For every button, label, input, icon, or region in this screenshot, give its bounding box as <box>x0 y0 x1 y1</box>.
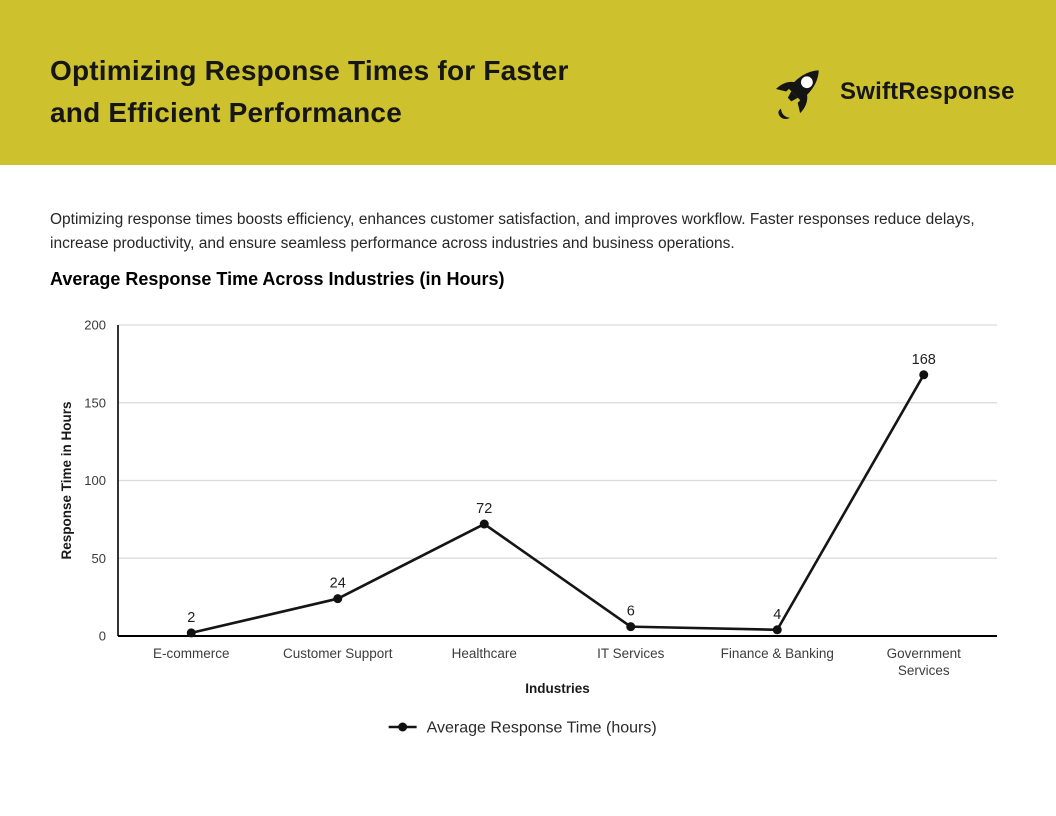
y-tick-label: 50 <box>92 551 106 566</box>
intro-paragraph: Optimizing response times boosts efficie… <box>50 210 975 253</box>
data-point <box>772 625 782 635</box>
data-point <box>626 622 636 632</box>
data-label: 72 <box>476 501 492 517</box>
rocket-icon <box>775 70 819 119</box>
legend-marker-dot <box>398 722 408 732</box>
page-title: Optimizing Response Times for Faster and… <box>50 50 569 134</box>
series-line <box>190 374 925 635</box>
data-label: 168 <box>912 352 936 368</box>
y-tick-label: 150 <box>84 395 106 410</box>
brand-logo: SwiftResponse <box>768 60 1015 124</box>
data-point <box>479 519 489 529</box>
y-axis-title: Response Time in Hours <box>59 401 74 559</box>
data-label: 4 <box>773 607 781 623</box>
data-point <box>186 628 196 638</box>
data-label: 24 <box>330 576 346 592</box>
legend-label: Average Response Time (hours) <box>427 720 657 737</box>
response-time-line-chart: 0 50 100 150 200 Response Time in Hours E-comm… <box>59 318 997 737</box>
category-label: Finance & Banking <box>721 646 834 661</box>
x-axis-title: Industries <box>525 681 590 696</box>
y-tick-label: 200 <box>84 318 106 333</box>
data-label: 6 <box>627 604 635 620</box>
header-band: Optimizing Response Times for Faster and… <box>0 0 1056 165</box>
data-point <box>333 594 343 604</box>
category-label: E-commerce <box>153 646 230 661</box>
category-label: IT Services <box>597 646 665 661</box>
chart-section-title: Average Response Time Across Industries … <box>50 269 505 289</box>
brand-name: SwiftResponse <box>840 78 1015 105</box>
category-label: Government Services <box>887 646 962 678</box>
data-point <box>919 370 929 380</box>
page-title-line1: Optimizing Response Times for Faster <box>50 55 569 86</box>
page-title-line2: and Efficient Performance <box>50 97 402 128</box>
y-tick-label: 0 <box>99 629 106 644</box>
y-tick-label: 100 <box>84 473 106 488</box>
category-label: Healthcare <box>452 646 517 661</box>
category-label: Customer Support <box>283 646 393 661</box>
data-label: 2 <box>187 610 195 626</box>
